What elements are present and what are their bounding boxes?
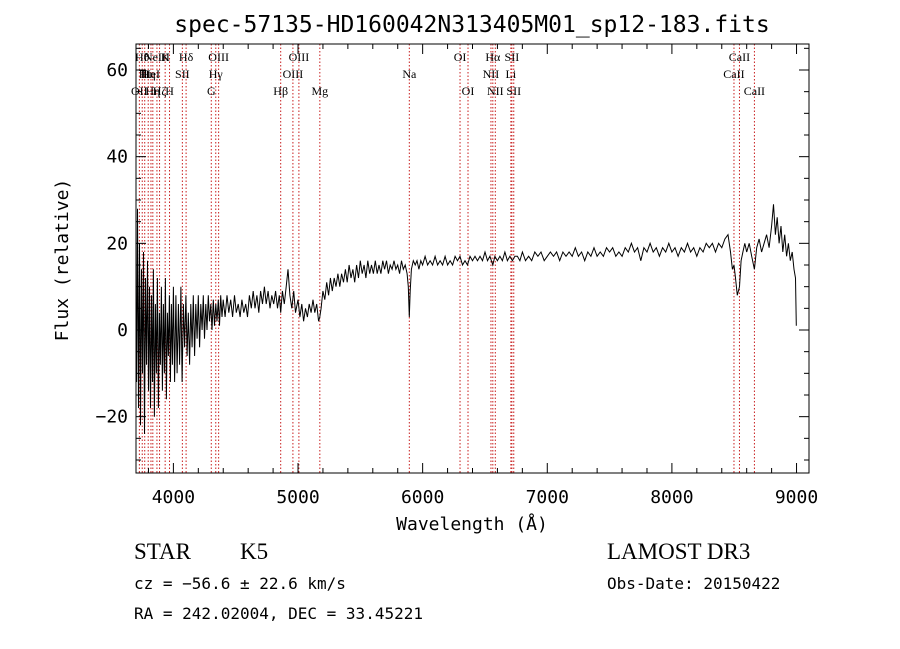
x-tick-label: 8000 bbox=[650, 487, 693, 508]
line-label-24: NII bbox=[487, 84, 504, 98]
line-label-19: Na bbox=[402, 67, 417, 81]
line-label-0: OII bbox=[131, 84, 148, 98]
spectral-line-labels: OIIHθHιHηHeIHηNeIIIHζKHSIIHδGHγOIIIHβOII… bbox=[131, 50, 765, 98]
line-label-27: SII bbox=[506, 84, 521, 98]
line-label-20: OI bbox=[454, 50, 467, 64]
line-label-18: Mg bbox=[311, 84, 328, 98]
line-label-30: CaII bbox=[744, 84, 765, 98]
line-label-28: CaII bbox=[723, 67, 744, 81]
x-axis: 4000 5000 6000 7000 8000 9000 bbox=[147, 44, 818, 508]
line-label-9: H bbox=[165, 84, 174, 98]
line-label-23: Hα bbox=[485, 50, 501, 64]
x-tick-label: 5000 bbox=[276, 487, 319, 508]
line-label-13: Hγ bbox=[209, 67, 224, 81]
line-label-5: Hη bbox=[145, 84, 160, 98]
line-label-6: NeIII bbox=[144, 50, 170, 64]
x-tick-label: 6000 bbox=[401, 487, 444, 508]
line-label-11: Hδ bbox=[179, 50, 194, 64]
object-subclass: K5 bbox=[240, 539, 268, 564]
survey-name: LAMOST DR3 bbox=[607, 539, 750, 564]
object-class: STAR bbox=[134, 539, 192, 564]
y-tick-label: −20 bbox=[95, 407, 128, 428]
spectrum-series-line bbox=[136, 204, 797, 435]
x-tick-label: 7000 bbox=[526, 487, 569, 508]
y-tick-label: 40 bbox=[106, 147, 128, 168]
line-label-29: CaII bbox=[729, 50, 750, 64]
y-axis: −20 0 20 40 60 bbox=[95, 47, 809, 461]
line-label-21: OI bbox=[462, 84, 475, 98]
y-tick-label: 0 bbox=[117, 320, 128, 341]
line-label-25: Li bbox=[506, 67, 517, 81]
obs-date-text: Obs-Date: 20150422 bbox=[607, 574, 780, 593]
spectral-line-markers bbox=[138, 44, 755, 473]
line-label-15: Hβ bbox=[273, 84, 288, 98]
y-tick-label: 20 bbox=[106, 233, 128, 254]
line-label-14: OIII bbox=[208, 50, 229, 64]
x-tick-label: 9000 bbox=[775, 487, 818, 508]
plot-frame bbox=[135, 43, 810, 474]
line-label-10: SII bbox=[175, 67, 190, 81]
line-label-12: G bbox=[207, 84, 216, 98]
x-axis-label: Wavelength (Å) bbox=[396, 513, 548, 535]
line-label-8: K bbox=[161, 50, 170, 64]
x-tick-label: 4000 bbox=[152, 487, 195, 508]
line-label-7: Hζ bbox=[153, 84, 167, 98]
line-label-16: OIII bbox=[283, 67, 304, 81]
line-label-17: OIII bbox=[289, 50, 310, 64]
y-axis-label: Flux (relative) bbox=[52, 179, 73, 342]
coordinates-text: RA = 242.02004, DEC = 33.45221 bbox=[134, 604, 423, 623]
redshift-text: cz = −56.6 ± 22.6 km/s bbox=[134, 574, 346, 593]
line-label-1: Hθ bbox=[135, 50, 150, 64]
line-label-26: SII bbox=[505, 50, 520, 64]
y-tick-label: 60 bbox=[106, 60, 128, 81]
line-label-4: HeI bbox=[142, 67, 160, 81]
chart-title: spec-57135-HD160042N313405M01_sp12-183.f… bbox=[174, 12, 769, 38]
line-label-22: NII bbox=[483, 67, 500, 81]
